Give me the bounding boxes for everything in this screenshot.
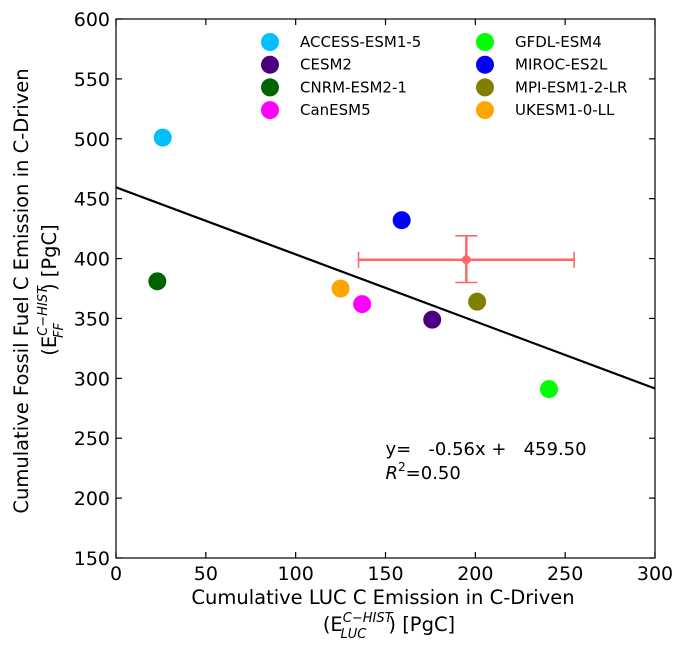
legend-label: MIROC-ES2L [515,56,608,74]
x-tick-label: 0 [110,563,122,585]
obs-point [461,255,471,265]
x-label-sup: C−HIST [343,611,394,626]
regression-layer [115,186,656,390]
legend-marker [261,78,279,97]
points-layer [148,128,558,399]
axis-ticks: 0 50 100 150 200 250 300 150 200 250 300 350 400 450 5… [74,9,673,585]
x-tick-label: 150 [367,563,403,585]
y-tick-label: 300 [74,368,110,390]
legend-label: CanESM5 [300,101,371,119]
y-tick-label: 200 [74,488,110,510]
legend-label: MPI-ESM1-2-LR [515,78,627,96]
y-tick-label: 250 [74,428,110,450]
legend-marker [476,33,494,51]
legend-marker [261,33,279,51]
legend-label: UKESM1-0-LL [515,101,615,119]
legend-label: GFDL-ESM4 [515,33,602,51]
y-tick-label: 350 [74,308,110,330]
data-point [353,295,372,314]
legend: ACCESS-ESM1-5 CESM2 CNRM-ESM2-1 CanESM5 GFDL… [261,33,627,120]
legend-label: ACCESS-ESM1-5 [300,33,421,51]
legend-marker [261,101,279,120]
x-label-rest: ) [PgC] [388,613,455,636]
r2-symbol: R [386,463,399,484]
y-tick-label: 600 [74,9,110,31]
legend-marker [476,55,494,74]
data-point [468,292,487,311]
y-label-base: (E [38,336,61,356]
x-tick-label: 300 [637,563,673,585]
y-tick-label: 500 [74,129,110,151]
y-axis-label-math: (EC−HISTFF ) [PgC] [36,224,67,355]
regression-line [115,186,656,390]
y-tick-label: 400 [74,249,110,271]
legend-label: CNRM-ESM2-1 [300,78,407,96]
data-point [331,279,350,298]
data-point [423,310,442,329]
x-tick-label: 250 [547,563,583,585]
y-tick-label: 450 [74,189,110,211]
y-label-sup: C−HIST [36,285,51,336]
y-axis-label-math-group: (EC−HISTFF ) [PgC] [36,224,67,355]
x-tick-label: 200 [457,563,493,585]
legend-marker [476,101,494,120]
legend-label: CESM2 [300,56,352,74]
x-axis-label-math: (EC−HIST LUC ) [PgC] [323,611,455,642]
y-label-rest: ) [PgC] [38,224,61,291]
data-point [148,272,167,291]
x-tick-label: 100 [278,563,314,585]
r2-value: =0.50 [406,463,461,484]
y-tick-label: 550 [74,69,110,91]
regression-equation: y= -0.56x + 459.50 [386,439,587,460]
r2-superscript: 2 [398,460,406,474]
data-point [153,128,172,147]
data-point [392,211,411,230]
legend-marker [476,78,494,97]
y-label-sub: FF [52,323,67,338]
y-tick-label: 150 [74,548,110,570]
x-tick-label: 50 [194,563,218,585]
legend-marker [261,55,279,74]
data-point [539,380,558,399]
x-label-sub: LUC [341,627,368,642]
x-label-base: (E [323,613,343,636]
observation-layer [357,234,575,284]
x-axis-label: Cumulative LUC C Emission in C-Driven [191,586,574,609]
y-axis-label: Cumulative Fossil Fuel C Emission in C-D… [10,68,33,513]
y-axis-label-group: Cumulative Fossil Fuel C Emission in C-D… [10,68,33,513]
regression-r2: R2=0.50 [386,460,461,484]
